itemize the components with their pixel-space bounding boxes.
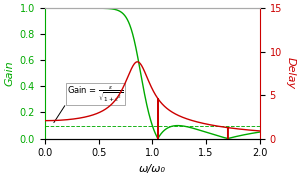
Text: Gain = $\frac{\varepsilon}{\sqrt{1+\varepsilon^2}}$: Gain = $\frac{\varepsilon}{\sqrt{1+\vare… <box>68 84 124 104</box>
Y-axis label: Delay: Delay <box>286 57 296 89</box>
X-axis label: ω/ω₀: ω/ω₀ <box>139 164 166 174</box>
Y-axis label: Gain: Gain <box>4 61 14 86</box>
